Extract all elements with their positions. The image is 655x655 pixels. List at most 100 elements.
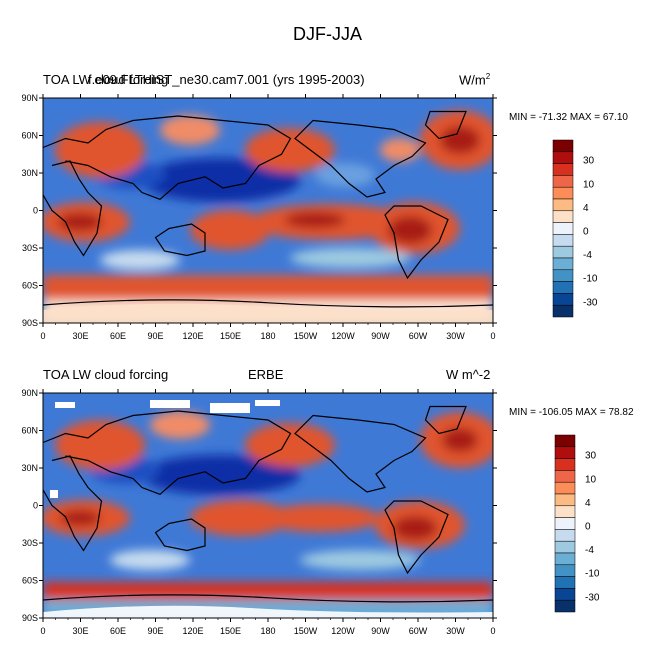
colorbar-swatch	[552, 257, 574, 271]
panel1-units-sup: 2	[485, 72, 491, 81]
coastline-path	[42, 410, 292, 495]
colorbar-label: 10	[583, 179, 595, 190]
lon-tick-label: 120W	[331, 626, 355, 636]
lon-tick-label: 60E	[110, 331, 126, 341]
coastlines	[42, 110, 494, 308]
colorbar-label: 4	[583, 203, 589, 214]
lat-tick-label: 60S	[22, 576, 38, 586]
colorbar-swatch	[554, 481, 576, 495]
lon-tick-label: 90W	[371, 331, 390, 341]
colorbar-swatch	[552, 304, 574, 318]
colorbar-swatch	[552, 293, 574, 306]
colorbar-swatch	[552, 151, 574, 164]
colorbar-swatch	[552, 281, 574, 294]
colorbar-swatch	[552, 222, 574, 235]
coastline-path	[42, 160, 103, 257]
cloud-forcing-field	[43, 411, 493, 618]
coastline-path	[424, 110, 467, 140]
lat-tick-label: 30S	[22, 243, 38, 253]
lat-tick-label: 30N	[21, 463, 38, 473]
lat-tick-label: 0	[33, 206, 38, 216]
coastline-path	[42, 455, 103, 552]
coastline-path	[384, 500, 449, 575]
colorbar-label: -4	[583, 250, 592, 261]
panel1-units: W/m2	[459, 72, 490, 87]
coastlines	[42, 405, 494, 603]
lon-tick-label: 180	[260, 331, 275, 341]
map-panel-model	[42, 97, 494, 324]
lon-tick-label: 0	[490, 626, 495, 636]
lat-tick-label: 90N	[21, 388, 38, 398]
colorbar-swatch	[552, 186, 574, 200]
lon-tick-label: 150E	[220, 626, 241, 636]
colorbar-swatch	[552, 139, 574, 153]
colorbar-swatch	[552, 269, 574, 282]
lon-tick-label: 120E	[182, 626, 203, 636]
lon-tick-label: 0	[490, 331, 495, 341]
coastline-path	[154, 223, 206, 257]
lat-tick-label: 90N	[21, 93, 38, 103]
colorbar-label: -10	[585, 569, 600, 580]
panel1-left-title: TOA LW cloud forcing	[43, 72, 169, 87]
coastline-path	[154, 518, 206, 552]
coastline-path	[42, 115, 292, 200]
colorbar-swatch	[554, 446, 576, 459]
panel2-center-title: ERBE	[248, 367, 284, 382]
colorbar-swatch	[554, 517, 576, 530]
panel2-left-title: TOA LW cloud forcing	[43, 367, 169, 382]
map-panel-obs	[42, 392, 494, 619]
colorbar-swatch	[554, 493, 576, 507]
lon-tick-label: 30E	[72, 626, 88, 636]
lat-tick-label: 30N	[21, 168, 38, 178]
colorbar-label: 0	[583, 227, 589, 238]
colorbar-label: 30	[585, 451, 597, 462]
lon-tick-label: 30W	[446, 626, 465, 636]
lon-tick-label: 30E	[72, 331, 88, 341]
cloud-forcing-field	[43, 110, 493, 323]
lat-tick-label: 0	[33, 501, 38, 511]
colorbar-label: 10	[585, 474, 597, 485]
colorbar-label: 0	[585, 522, 591, 533]
lon-tick-label: 90E	[147, 626, 163, 636]
lon-tick-label: 0	[40, 626, 45, 636]
colorbar-swatch	[552, 210, 574, 223]
colorbar-swatch	[554, 576, 576, 589]
coastline-path	[42, 299, 494, 308]
lat-tick-label: 90S	[22, 613, 38, 623]
colorbar-swatch	[554, 540, 576, 554]
panel2-stats: MIN = -106.05 MAX = 78.82	[509, 407, 634, 418]
lon-tick-label: 30W	[446, 331, 465, 341]
figure-title: DJF-JJA	[293, 24, 362, 44]
colorbar-label: -4	[585, 545, 594, 556]
lon-tick-label: 60W	[409, 331, 428, 341]
colorbar-swatch	[552, 198, 574, 212]
lon-tick-label: 150W	[294, 331, 318, 341]
panel1-units-main: W/m	[459, 72, 486, 88]
colorbar-swatch	[554, 599, 576, 613]
colorbar-swatch	[554, 505, 576, 518]
panel1-center-title: f.e09.FLTHIST_ne30.cam7.001 (yrs 1995-20…	[88, 72, 365, 87]
colorbar-swatch	[552, 175, 574, 188]
lat-tick-label: 60N	[21, 426, 38, 436]
colorbar-swatch	[554, 434, 576, 448]
colorbar-swatch	[554, 458, 576, 471]
lon-tick-label: 90W	[371, 626, 390, 636]
colorbar-swatch	[554, 588, 576, 601]
colorbar-label: -30	[583, 297, 598, 308]
panel2-units: W m^-2	[446, 367, 491, 382]
coastline-path	[384, 205, 449, 280]
lon-tick-label: 60W	[409, 626, 428, 636]
colorbar-swatch	[554, 529, 576, 542]
coastline-path	[424, 405, 467, 435]
colorbar-label: 4	[585, 498, 591, 509]
lon-tick-label: 150W	[294, 626, 318, 636]
coastline-path	[42, 594, 494, 603]
colorbar-swatch	[552, 163, 574, 176]
coastline-path	[294, 414, 427, 493]
lon-tick-label: 0	[40, 331, 45, 341]
lon-tick-label: 120W	[331, 331, 355, 341]
lon-tick-label: 90E	[147, 331, 163, 341]
lon-tick-label: 120E	[182, 331, 203, 341]
